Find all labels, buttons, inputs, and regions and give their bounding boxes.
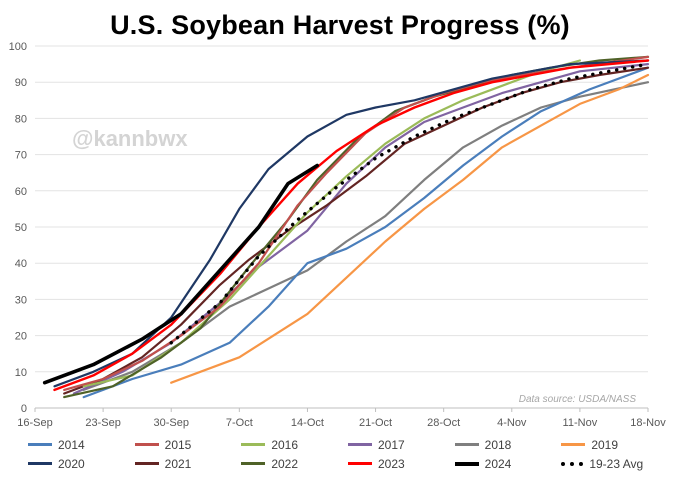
- x-tick-label: 7-Oct: [226, 417, 253, 429]
- y-tick-label: 60: [15, 186, 27, 198]
- x-tick-label: 21-Oct: [359, 417, 392, 429]
- series-line-2015: [63, 55, 650, 391]
- legend-swatch: [28, 443, 52, 446]
- watermark-text: @kannbwx: [72, 126, 188, 151]
- legend-swatch: [561, 461, 584, 466]
- y-tick-label: 10: [15, 367, 27, 379]
- y-tick-label: 70: [15, 150, 27, 162]
- legend-swatch: [241, 462, 266, 465]
- legend-item: 2014: [28, 437, 135, 452]
- series-line-2020: [53, 59, 650, 388]
- series-line-2024: [42, 163, 320, 385]
- legend-swatch: [134, 462, 159, 465]
- legend-label: 2020: [58, 456, 85, 471]
- legend-item: 2022: [241, 456, 348, 471]
- legend-swatch: [28, 462, 52, 465]
- series-line-2014: [82, 66, 650, 399]
- y-tick-label: 0: [21, 403, 27, 415]
- legend-item: 2023: [347, 456, 455, 471]
- series-line-2019: [170, 73, 650, 384]
- y-tick-label: 50: [15, 222, 27, 234]
- y-tick-label: 20: [15, 331, 27, 343]
- x-tick-label: 14-Oct: [291, 417, 324, 429]
- legend-swatch: [134, 443, 159, 446]
- series-line-19-23-avg: [169, 62, 650, 345]
- legend-label: 2014: [58, 437, 85, 452]
- series-line-2023: [53, 59, 650, 392]
- x-tick-label: 28-Oct: [427, 417, 460, 429]
- x-tick-label: 23-Sep: [85, 417, 120, 429]
- legend-item: 2018: [454, 437, 562, 452]
- chart-legend: 2014 2015 2016 2017 2018 2019 2020 2021 2022 2023…: [28, 437, 668, 471]
- legend-label: 2023: [377, 456, 405, 471]
- legend-swatch: [347, 443, 372, 446]
- x-tick-label: 11-Nov: [563, 417, 598, 429]
- legend-item: 2017: [347, 437, 455, 452]
- legend-label: 2016: [271, 437, 299, 452]
- legend-swatch: [241, 443, 266, 446]
- legend-item: 2024: [454, 456, 562, 471]
- legend-label: 2024: [484, 456, 512, 471]
- y-tick-label: 40: [15, 258, 27, 270]
- chart-title: U.S. Soybean Harvest Progress (%): [110, 10, 570, 40]
- legend-item: 2020: [28, 456, 135, 471]
- legend-swatch: [454, 443, 479, 446]
- series-line-2021: [63, 66, 650, 395]
- legend-swatch: [347, 462, 372, 465]
- x-tick-label: 16-Sep: [17, 417, 52, 429]
- legend-item: 19-23 Avg: [561, 456, 668, 471]
- x-tick-label: 4-Nov: [497, 417, 527, 429]
- legend-label: 2017: [377, 437, 405, 452]
- legend-label: 2021: [164, 456, 192, 471]
- series-line-2016: [82, 59, 582, 388]
- x-tick-label: 30-Sep: [153, 417, 188, 429]
- legend-label: 2018: [484, 437, 512, 452]
- y-tick-label: 80: [15, 113, 27, 125]
- legend-label: 2022: [271, 456, 299, 471]
- y-tick-label: 90: [15, 77, 27, 89]
- x-tick-label: 18-Nov: [630, 417, 666, 429]
- legend-item: 2016: [241, 437, 348, 452]
- legend-item: 2015: [134, 437, 242, 452]
- legend-swatch: [561, 443, 586, 446]
- legend-swatch: [454, 461, 479, 466]
- legend-label: 19-23 Avg: [589, 456, 644, 471]
- legend-item: 2019: [561, 437, 668, 452]
- data-source-note: Data source: USDA/NASS: [519, 394, 637, 405]
- legend-label: 2019: [591, 437, 619, 452]
- y-tick-label: 30: [15, 294, 27, 306]
- y-tick-label: 100: [9, 41, 27, 53]
- legend-label: 2015: [164, 437, 192, 452]
- legend-item: 2021: [134, 456, 242, 471]
